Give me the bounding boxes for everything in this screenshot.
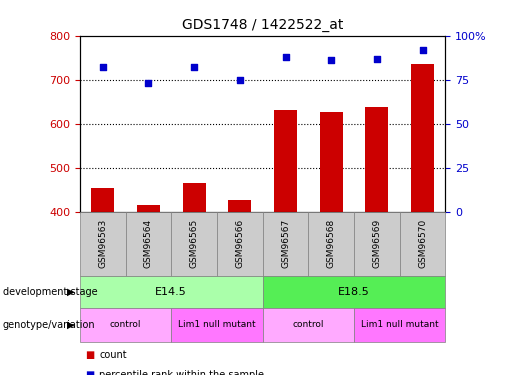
Bar <box>228 200 251 375</box>
Text: ■: ■ <box>85 370 94 375</box>
Bar <box>137 205 160 375</box>
Text: ▶: ▶ <box>67 320 75 330</box>
Point <box>281 54 289 60</box>
Text: GSM96566: GSM96566 <box>235 219 244 268</box>
Text: control: control <box>110 320 141 329</box>
Text: GSM96570: GSM96570 <box>418 219 427 268</box>
Bar <box>366 108 388 375</box>
Text: Lim1 null mutant: Lim1 null mutant <box>178 320 256 329</box>
Text: GSM96568: GSM96568 <box>327 219 336 268</box>
Text: count: count <box>99 350 127 360</box>
Point <box>144 80 152 86</box>
Bar <box>183 183 205 375</box>
Text: ■: ■ <box>85 350 94 360</box>
Point <box>190 64 198 70</box>
Bar <box>91 188 114 375</box>
Point <box>98 64 107 70</box>
Text: percentile rank within the sample: percentile rank within the sample <box>99 370 264 375</box>
Title: GDS1748 / 1422522_at: GDS1748 / 1422522_at <box>182 18 344 32</box>
Text: genotype/variation: genotype/variation <box>3 320 95 330</box>
Text: GSM96569: GSM96569 <box>372 219 382 268</box>
Bar <box>320 112 342 375</box>
Point <box>419 47 427 53</box>
Text: E14.5: E14.5 <box>156 286 187 297</box>
Text: E18.5: E18.5 <box>338 286 370 297</box>
Text: GSM96564: GSM96564 <box>144 219 153 268</box>
Text: GSM96567: GSM96567 <box>281 219 290 268</box>
Text: Lim1 null mutant: Lim1 null mutant <box>361 320 439 329</box>
Text: GSM96565: GSM96565 <box>190 219 199 268</box>
Point <box>236 77 244 83</box>
Point <box>327 57 335 63</box>
Bar <box>411 64 434 375</box>
Text: control: control <box>293 320 324 329</box>
Point <box>373 56 381 62</box>
Text: ▶: ▶ <box>67 286 75 297</box>
Text: development stage: development stage <box>3 286 97 297</box>
Bar <box>274 110 297 375</box>
Text: GSM96563: GSM96563 <box>98 219 107 268</box>
